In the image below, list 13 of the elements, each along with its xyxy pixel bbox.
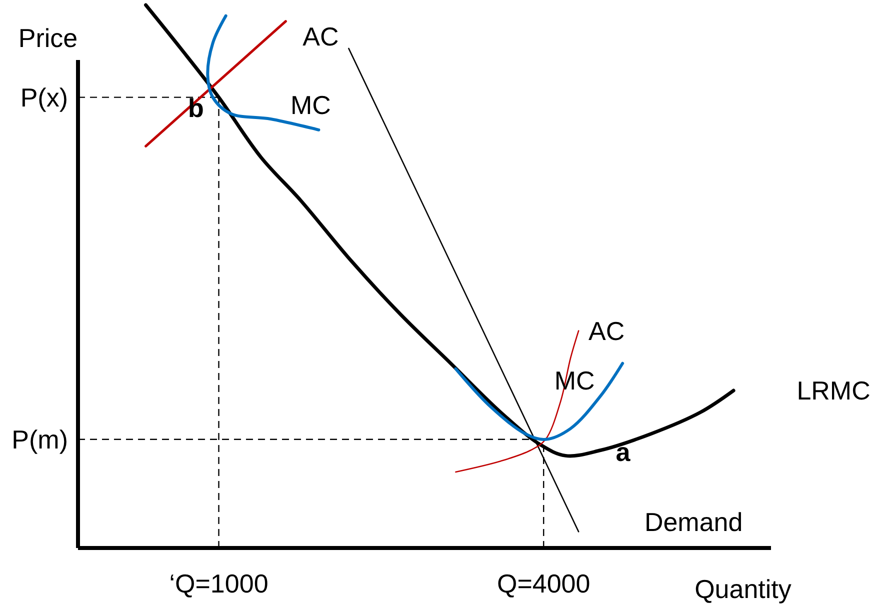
x-tick-label: Q=4000 (496, 568, 590, 598)
annotation: a (616, 437, 631, 468)
ref-line-label: P(x) (20, 82, 68, 112)
annotation: b (188, 93, 204, 124)
text: LRMC (796, 376, 870, 406)
text: Demand (644, 506, 743, 537)
series-label: MC (290, 90, 331, 120)
y-axis-title: Price (18, 23, 78, 53)
x-tick-label: ‘Q=1000 (169, 568, 268, 598)
series-label: AC (302, 21, 339, 52)
series-label: AC (588, 316, 625, 346)
ref-line-label: P(m) (12, 424, 68, 454)
x-axis-title: Quantity (694, 574, 792, 604)
